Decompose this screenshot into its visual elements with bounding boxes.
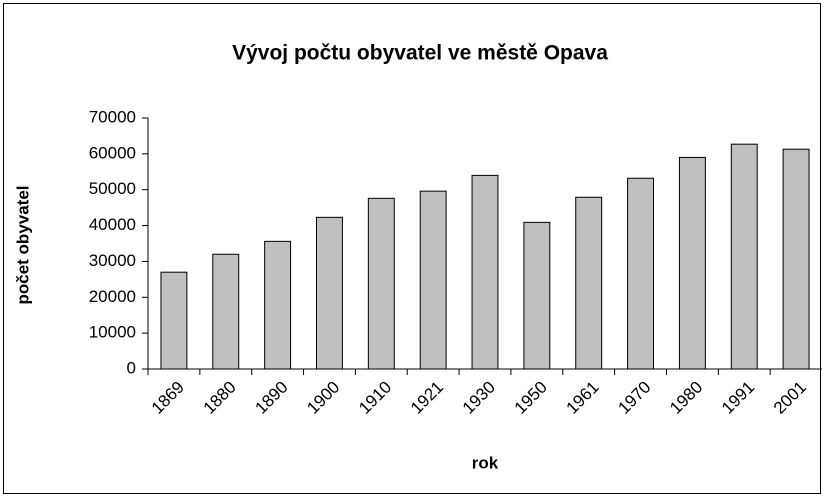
x-axis-label: rok [472, 453, 499, 472]
bar [523, 221, 551, 370]
chart-title: Vývoj počtu obyvatel ve městě Opava [232, 42, 608, 65]
bar [471, 174, 499, 370]
bar [212, 253, 240, 370]
bar [575, 196, 603, 370]
bar [367, 197, 395, 370]
y-tick-label: 40000 [89, 215, 136, 234]
y-tick-label: 20000 [89, 287, 136, 306]
bar [627, 177, 654, 370]
bar [730, 143, 758, 370]
y-tick-label: 60000 [89, 143, 136, 162]
bar [316, 216, 343, 370]
y-tick-label: 50000 [89, 179, 136, 198]
y-tick-label: 70000 [89, 107, 136, 126]
y-tick-label: 0 [127, 358, 136, 377]
y-axis-label: počet obyvatel [13, 185, 32, 304]
y-tick-label: 30000 [89, 251, 136, 270]
bar [264, 240, 292, 370]
bar [419, 190, 447, 370]
bar [160, 271, 188, 370]
bar [678, 156, 706, 370]
y-tick-label: 10000 [89, 323, 136, 342]
bar [782, 148, 810, 370]
